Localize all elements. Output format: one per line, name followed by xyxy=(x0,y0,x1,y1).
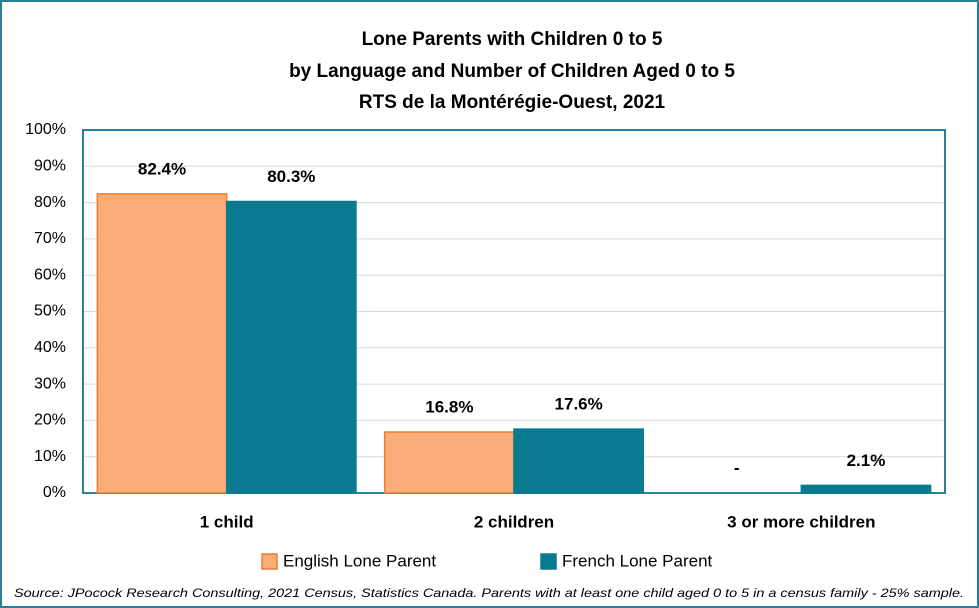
chart-title: by Language and Number of Children Aged … xyxy=(289,61,735,82)
data-label: - xyxy=(734,458,740,477)
source-note: Source: JPocock Research Consulting, 202… xyxy=(14,586,964,600)
y-tick-label: 100% xyxy=(25,121,66,138)
legend-label: English Lone Parent xyxy=(283,551,436,570)
y-tick-label: 80% xyxy=(34,194,66,211)
y-tick-label: 60% xyxy=(34,266,66,283)
chart-title: Lone Parents with Children 0 to 5 xyxy=(362,29,663,50)
legend-swatch xyxy=(261,553,278,570)
data-label: 82.4% xyxy=(138,159,186,178)
y-tick-label: 40% xyxy=(34,339,66,356)
legend-swatch xyxy=(540,553,557,570)
x-tick-label: 1 child xyxy=(200,512,254,531)
chart-title: RTS de la Montérégie-Ouest, 2021 xyxy=(359,92,666,113)
x-tick-label: 3 or more children xyxy=(727,512,875,531)
data-label: 17.6% xyxy=(555,395,603,414)
data-label: 80.3% xyxy=(267,167,315,186)
legend-label: French Lone Parent xyxy=(562,551,713,570)
y-tick-label: 10% xyxy=(34,448,66,465)
y-tick-label: 0% xyxy=(43,484,66,501)
y-tick-label: 30% xyxy=(34,375,66,392)
data-label: 2.1% xyxy=(847,451,886,470)
data-label: 16.8% xyxy=(425,398,473,417)
bar xyxy=(513,428,645,494)
y-tick-label: 90% xyxy=(34,158,66,175)
bar xyxy=(383,431,515,494)
y-tick-label: 20% xyxy=(34,412,66,429)
bar xyxy=(225,200,357,494)
y-tick-label: 70% xyxy=(34,230,66,247)
x-tick-label: 2 children xyxy=(474,512,554,531)
y-tick-label: 50% xyxy=(34,303,66,320)
bar xyxy=(96,193,228,494)
bar xyxy=(800,484,932,494)
